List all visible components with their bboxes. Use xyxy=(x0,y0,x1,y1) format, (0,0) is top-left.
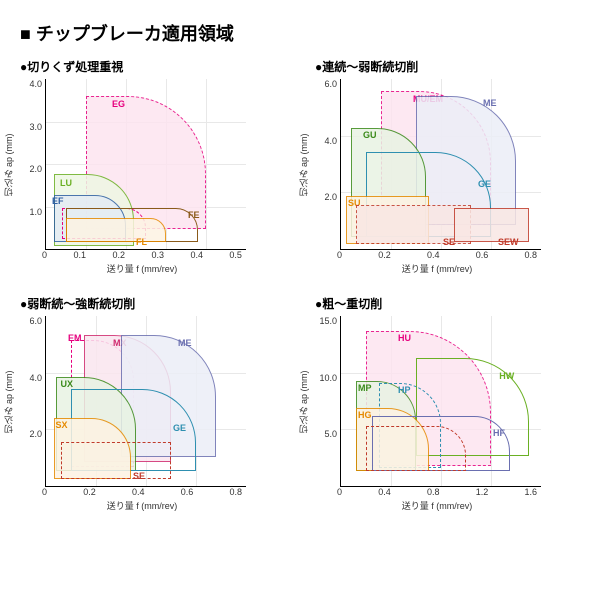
region-label: LU xyxy=(58,178,74,188)
x-ticks: 00.20.40.60.8 xyxy=(42,487,242,497)
region-label: FL xyxy=(134,237,149,247)
region-label: HG xyxy=(356,410,374,420)
x-axis-label: 送り量 f (mm/rev) xyxy=(42,499,242,512)
region-label: GE xyxy=(171,423,188,433)
chart-title: ●弱断続～強断続切削 xyxy=(20,295,285,312)
y-axis-label: 切込み ap (mm) xyxy=(297,370,310,433)
plot-area: MU/EMMEGUGESUSESEW xyxy=(340,79,541,250)
chart: ●弱断続～強断続切削切込み ap (mm)6.04.02.0EMMXMEUXGE… xyxy=(20,295,285,512)
region-label: HP xyxy=(396,385,413,395)
main-title: ■ チップブレーカ適用領域 xyxy=(20,20,580,46)
region-label: GU xyxy=(361,130,379,140)
chart: ●連続～弱断続切削切込み ap (mm)6.04.02.0MU/EMMEGUGE… xyxy=(315,58,580,275)
chart-title: ●切りくず処理重視 xyxy=(20,58,285,75)
region-label: EG xyxy=(110,99,127,109)
region-label: EM xyxy=(66,333,84,343)
y-axis-label: 切込み ap (mm) xyxy=(2,133,15,196)
region-label: SE xyxy=(131,471,147,481)
y-ticks: 6.04.02.0 xyxy=(315,79,340,249)
y-axis-label: 切込み ap (mm) xyxy=(2,370,15,433)
chart: ●切りくず処理重視切込み ap (mm)4.03.02.01.0EGLUEFFE… xyxy=(20,58,285,275)
chart-region xyxy=(66,218,166,242)
plot-area: EG LU EF FE FL xyxy=(45,79,246,250)
chart: ●粗～重切削切込み ap (mm)15.010.05.0HUHWMPHPHGHF… xyxy=(315,295,580,512)
region-label: SX xyxy=(54,420,70,430)
region-label: SEW xyxy=(496,237,521,247)
region-label: HF xyxy=(491,428,507,438)
chart-title: ●連続～弱断続切削 xyxy=(315,58,580,75)
x-ticks: 00.10.20.30.40.5 xyxy=(42,250,242,260)
region-label: GE xyxy=(476,179,493,189)
y-ticks: 6.04.02.0 xyxy=(20,316,45,486)
y-axis-label: 切込み ap (mm) xyxy=(297,133,310,196)
region-label: MP xyxy=(356,383,374,393)
y-ticks: 4.03.02.01.0 xyxy=(20,79,45,249)
x-axis-label: 送り量 f (mm/rev) xyxy=(337,262,537,275)
x-axis-label: 送り量 f (mm/rev) xyxy=(42,262,242,275)
plot-area: EMMXMEUXGESXSE xyxy=(45,316,246,487)
region-label: HW xyxy=(497,371,516,381)
chart-region xyxy=(61,442,171,478)
chart-region xyxy=(366,426,466,471)
region-label: EF xyxy=(50,196,66,206)
x-ticks: 00.40.81.21.6 xyxy=(337,487,537,497)
region-label: ME xyxy=(481,98,499,108)
chart-title: ●粗～重切削 xyxy=(315,295,580,312)
y-ticks: 15.010.05.0 xyxy=(315,316,340,486)
region-label: HU xyxy=(396,333,413,343)
x-ticks: 00.20.40.60.8 xyxy=(337,250,537,260)
chart-grid: ●切りくず処理重視切込み ap (mm) 4.03.02.01.0 EG LU EF FE… xyxy=(20,58,580,512)
plot-area: HU HW MP HP HG HF xyxy=(340,316,541,487)
region-label: FE xyxy=(186,210,202,220)
x-axis-label: 送り量 f (mm/rev) xyxy=(337,499,537,512)
region-label: UX xyxy=(59,379,76,389)
region-label: ME xyxy=(176,338,194,348)
